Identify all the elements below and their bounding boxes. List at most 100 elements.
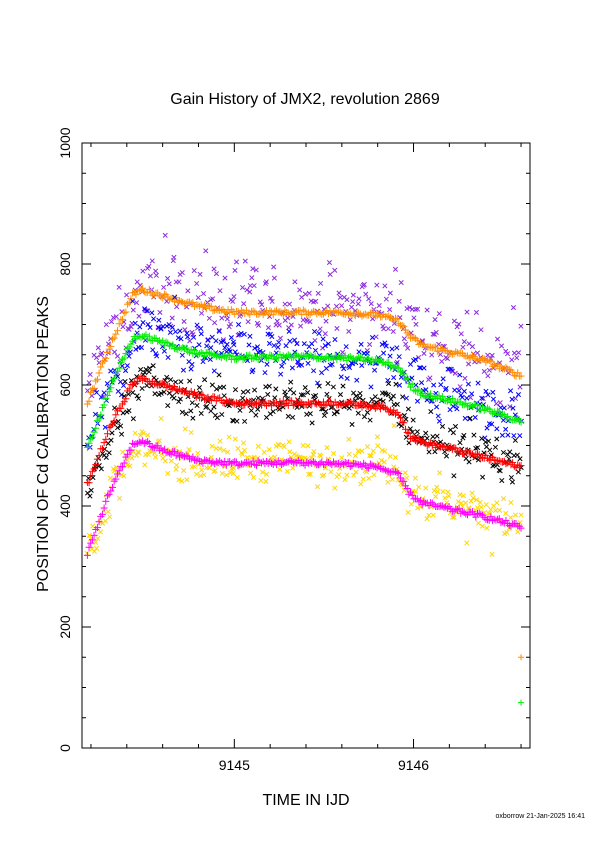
series-3-point — [365, 354, 373, 362]
series-1-point — [170, 297, 178, 305]
series-7-point — [207, 459, 215, 467]
series-6-point — [368, 453, 374, 459]
series-6-point — [156, 438, 162, 444]
series-4-point — [492, 444, 498, 450]
series-3-point — [204, 348, 212, 356]
series-0-point — [432, 317, 438, 323]
series-2-point — [172, 294, 178, 300]
series-4-point — [130, 416, 136, 422]
series-6-point — [360, 476, 366, 482]
series-0-point — [323, 318, 329, 324]
series-6-point — [402, 470, 408, 476]
series-4-point — [118, 423, 124, 429]
series-1-point — [92, 377, 100, 385]
series-6-point — [212, 467, 218, 474]
series-2-point — [124, 363, 130, 369]
series-2-point — [489, 421, 495, 427]
series-5-point — [304, 398, 312, 406]
series-0-point — [462, 375, 468, 381]
series-7-point — [350, 459, 358, 467]
series-7-point — [244, 458, 252, 466]
series-7-point — [477, 510, 485, 518]
series-2-point — [309, 341, 315, 347]
series-0-point — [116, 284, 122, 290]
series-1-point — [226, 308, 234, 316]
series-7-point — [450, 507, 458, 515]
series-0-point — [457, 384, 463, 390]
series-0-point — [244, 287, 250, 293]
series-4-point — [115, 418, 121, 425]
series-1-point — [338, 309, 346, 317]
y-tick-label: 800 — [57, 252, 73, 276]
series-6-point — [286, 439, 292, 445]
series-0-point — [86, 380, 92, 386]
series-2-point — [156, 317, 162, 323]
series-3-point — [103, 391, 111, 399]
series-0-point — [398, 279, 404, 286]
series-5-point — [87, 472, 95, 480]
series-2-point — [469, 391, 475, 397]
series-5-point — [517, 462, 525, 470]
series-6-point — [477, 499, 483, 505]
series-2-point — [312, 329, 318, 335]
series-1-point — [187, 299, 195, 307]
series-5-point — [231, 400, 239, 408]
series-0-point — [203, 248, 209, 254]
series-0-point — [171, 254, 177, 260]
series-6-point — [311, 449, 317, 455]
series-4-point — [497, 468, 503, 474]
series-0-point — [242, 258, 248, 264]
series-2-point — [144, 308, 151, 314]
series-6-point — [382, 448, 388, 454]
series-1-point — [186, 298, 194, 306]
series-0-point — [436, 311, 442, 317]
series-3-point — [408, 381, 416, 389]
series-2-point — [490, 389, 496, 395]
series-4-point — [325, 380, 331, 387]
series-3-point — [474, 401, 482, 409]
series-6-point — [140, 430, 147, 436]
series-4-point — [161, 389, 167, 395]
series-2-point — [185, 334, 191, 340]
series-5-point — [450, 444, 458, 452]
series-0-point — [250, 266, 256, 272]
series-1-point — [330, 307, 338, 315]
series-6-point — [391, 423, 397, 429]
series-4-point — [414, 429, 420, 435]
series-5-point — [381, 404, 389, 412]
series-7-point — [408, 491, 416, 499]
series-5-point — [376, 405, 384, 413]
series-6-point — [201, 472, 207, 478]
series-2-point — [316, 330, 322, 336]
series-4-point — [321, 412, 327, 419]
series-2-point — [379, 341, 385, 347]
series-6-point — [172, 445, 178, 451]
series-1-point — [398, 321, 406, 329]
series-0-point — [489, 352, 495, 358]
series-6-point — [423, 485, 429, 491]
series-2-point — [165, 354, 171, 361]
series-0-point — [421, 350, 427, 356]
series-0-point — [157, 309, 163, 316]
series-0-point — [427, 375, 433, 381]
series-1-point — [293, 308, 301, 316]
series-2-point — [503, 426, 509, 432]
series-0-point — [130, 307, 136, 313]
series-0-point — [257, 299, 263, 305]
series-6-point — [432, 494, 439, 500]
series-4-point — [265, 391, 271, 398]
series-6-point — [442, 495, 448, 501]
series-4-point — [103, 454, 109, 460]
series-6-point — [223, 472, 230, 478]
series-2-point — [319, 370, 325, 376]
series-6-point — [107, 514, 113, 520]
series-1-point — [410, 333, 418, 341]
series-2-point — [154, 353, 160, 359]
series-2-point — [501, 405, 507, 411]
series-0-point — [391, 320, 397, 326]
series-3-point — [512, 416, 520, 424]
series-0-point — [147, 273, 153, 279]
series-6-point — [446, 493, 452, 499]
series-3-point — [413, 387, 421, 395]
series-6-point — [469, 490, 475, 496]
